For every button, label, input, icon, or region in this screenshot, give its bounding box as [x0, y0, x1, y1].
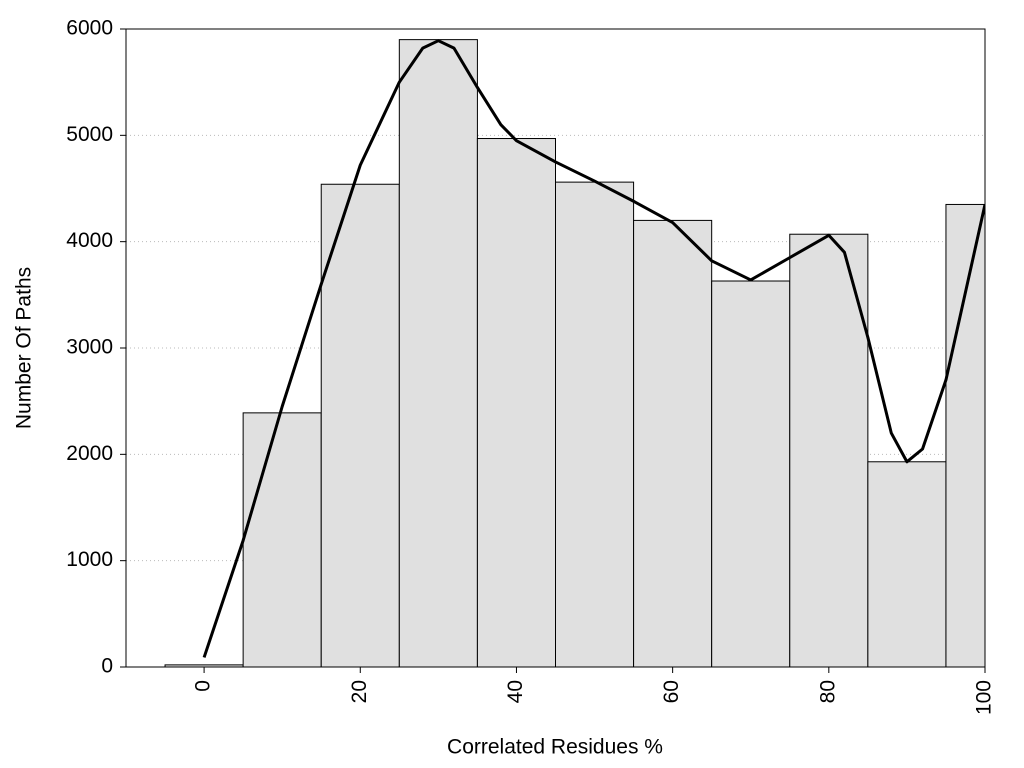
y-axis-label: Number Of Paths: [13, 267, 36, 429]
bar: [945, 203, 985, 667]
x-tick-label: 0: [192, 680, 215, 692]
y-tick-label: 3000: [66, 336, 113, 359]
x-tick-label: 60: [660, 680, 683, 703]
y-tick-label: 1000: [66, 548, 113, 571]
fit-curve: [202, 39, 985, 658]
y-tick-label: 5000: [66, 123, 113, 146]
plot-area: [126, 29, 985, 667]
bar: [398, 39, 478, 667]
x-tick-label: 100: [973, 680, 996, 715]
bar: [242, 412, 322, 667]
y-tick-label: 2000: [66, 442, 113, 465]
bar: [711, 280, 791, 667]
x-tick-label: 20: [348, 680, 371, 703]
x-tick-label: 80: [816, 680, 839, 703]
y-tick-label: 4000: [66, 229, 113, 252]
x-tick-label: 40: [504, 680, 527, 703]
y-tick-label: 0: [101, 655, 113, 678]
x-axis-label: Correlated Residues %: [447, 736, 663, 759]
bar: [633, 219, 713, 667]
bar: [320, 183, 400, 667]
bar: [476, 138, 556, 667]
bar: [555, 181, 635, 667]
y-tick-label: 6000: [66, 17, 113, 40]
bar: [867, 461, 947, 667]
